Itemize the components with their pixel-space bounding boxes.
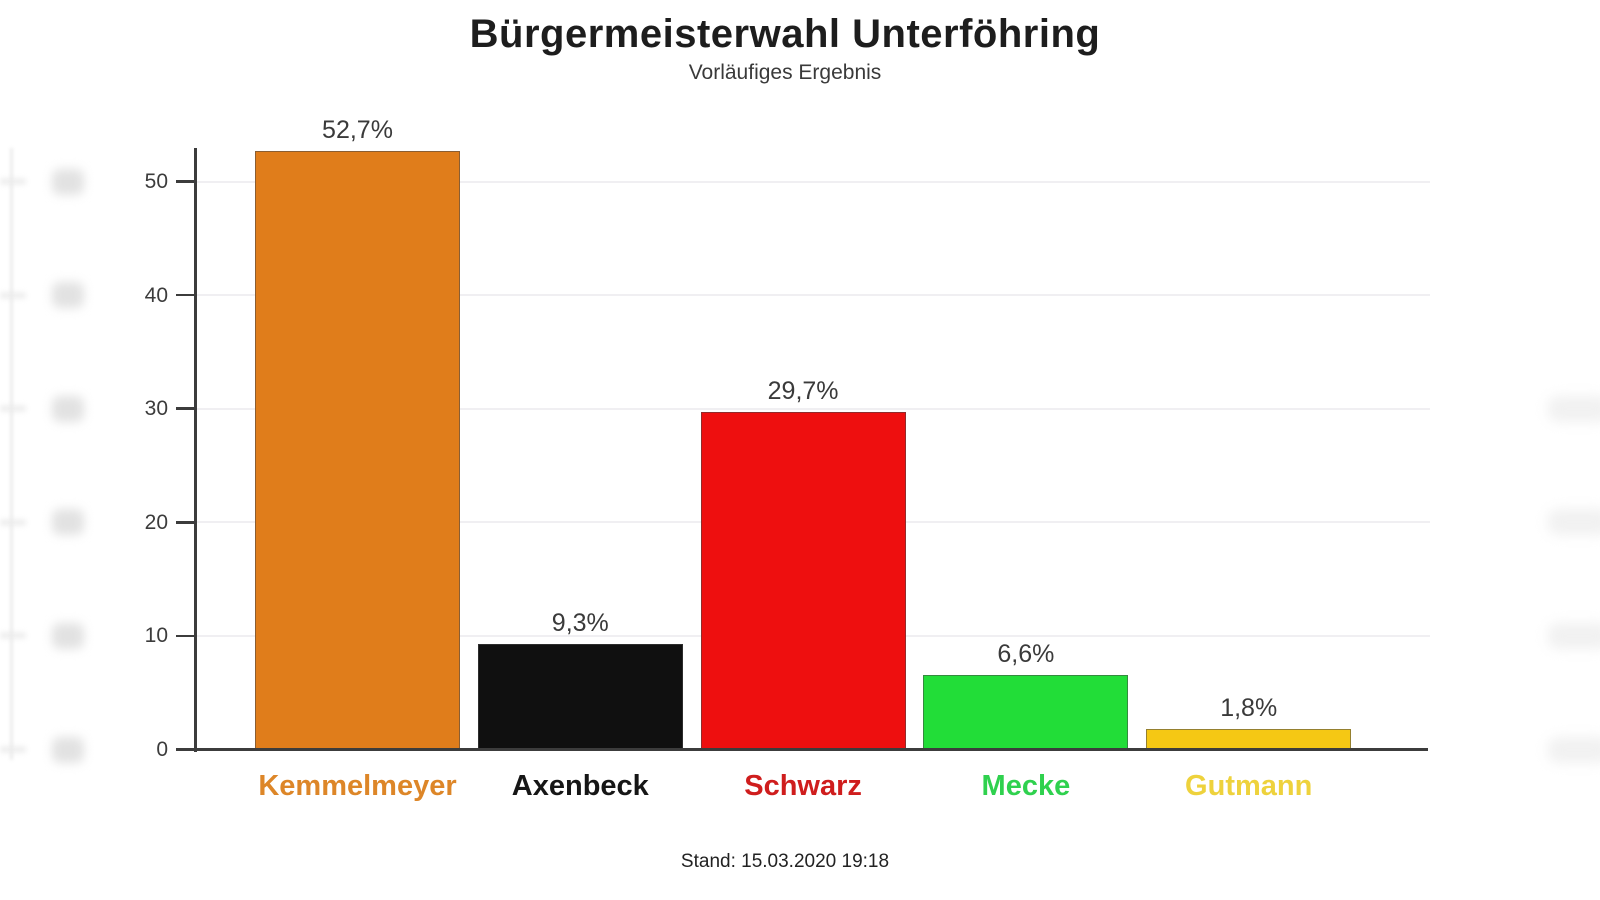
y-tick-mark-10 bbox=[176, 634, 194, 638]
ghost-label-artifact bbox=[52, 736, 84, 763]
ghost-label-artifact bbox=[52, 509, 84, 536]
category-label-axenbeck: Axenbeck bbox=[511, 770, 649, 802]
value-label-mecke: 6,6% bbox=[997, 639, 1055, 668]
y-tick-label-30: 30 bbox=[144, 397, 168, 421]
y-tick-label-10: 10 bbox=[144, 624, 168, 648]
category-label-gutmann: Gutmann bbox=[1185, 770, 1313, 802]
ghost-right-artifact bbox=[1548, 736, 1600, 763]
gridline-30 bbox=[196, 407, 1430, 410]
ghost-label-artifact bbox=[52, 282, 84, 309]
category-label-kemmelmeyer: Kemmelmeyer bbox=[258, 770, 457, 802]
x-axis bbox=[179, 748, 1428, 751]
ghost-tick-artifact bbox=[0, 519, 26, 525]
bar-kemmelmeyer bbox=[255, 150, 460, 750]
bar-axenbeck bbox=[477, 643, 683, 750]
category-label-schwarz: Schwarz bbox=[744, 770, 862, 802]
y-axis bbox=[194, 148, 197, 752]
ghost-label-artifact bbox=[52, 622, 84, 649]
chart-subtitle: Vorläufiges Ergebnis bbox=[688, 61, 882, 84]
ghost-tick-artifact bbox=[0, 292, 26, 298]
value-label-axenbeck: 9,3% bbox=[551, 608, 609, 637]
y-tick-mark-40 bbox=[176, 293, 194, 297]
y-tick-mark-50 bbox=[176, 180, 194, 183]
ghost-tick-artifact bbox=[0, 747, 26, 752]
status-timestamp: Stand: 15.03.2020 19:18 bbox=[680, 851, 890, 872]
ghost-right-artifact bbox=[1548, 395, 1600, 422]
ghost-tick-artifact bbox=[0, 406, 26, 412]
value-label-gutmann: 1,8% bbox=[1220, 694, 1278, 723]
chart-title: Bürgermeisterwahl Unterföhring bbox=[469, 12, 1101, 56]
ghost-axis-artifact bbox=[10, 148, 13, 760]
ghost-label-artifact bbox=[52, 168, 84, 195]
gridline-50 bbox=[196, 180, 1430, 183]
ghost-label-artifact bbox=[52, 395, 84, 422]
ghost-tick-artifact bbox=[0, 633, 26, 639]
y-tick-mark-20 bbox=[176, 521, 194, 524]
gridline-40 bbox=[196, 294, 1430, 297]
value-label-kemmelmeyer: 52,7% bbox=[322, 115, 393, 144]
bar-schwarz bbox=[700, 412, 906, 750]
ghost-tick-artifact bbox=[0, 179, 26, 184]
category-label-mecke: Mecke bbox=[981, 770, 1071, 802]
bar-gutmann bbox=[1146, 729, 1352, 750]
bar-mecke bbox=[923, 674, 1129, 750]
y-tick-label-20: 20 bbox=[144, 510, 168, 534]
ghost-right-artifact bbox=[1548, 509, 1600, 536]
ghost-right-artifact bbox=[1548, 622, 1600, 649]
value-label-schwarz: 29,7% bbox=[767, 377, 839, 406]
y-tick-label-40: 40 bbox=[144, 283, 168, 307]
y-tick-label-0: 0 bbox=[156, 738, 168, 761]
y-tick-label-50: 50 bbox=[144, 170, 168, 193]
y-tick-mark-30 bbox=[176, 407, 194, 410]
